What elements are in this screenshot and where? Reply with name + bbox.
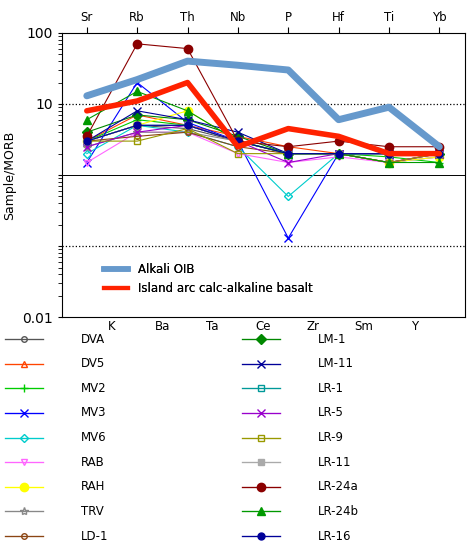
Text: DV5: DV5 — [81, 357, 105, 370]
Y-axis label: Sample/MORB: Sample/MORB — [3, 130, 16, 220]
Text: LR-5: LR-5 — [318, 406, 344, 420]
Text: RAB: RAB — [81, 456, 104, 469]
Text: LR-9: LR-9 — [318, 431, 344, 444]
Text: MV2: MV2 — [81, 382, 106, 395]
Text: MV3: MV3 — [81, 406, 106, 420]
Text: TRV: TRV — [81, 505, 103, 518]
Legend: Alkali OIB, Island arc calc-alkaline basalt: Alkali OIB, Island arc calc-alkaline bas… — [100, 259, 317, 300]
Text: LR-16: LR-16 — [318, 529, 351, 543]
Text: DVA: DVA — [81, 333, 105, 346]
Text: LR-24a: LR-24a — [318, 480, 358, 493]
Text: RAH: RAH — [81, 480, 105, 493]
Text: LM-1: LM-1 — [318, 333, 346, 346]
Text: MV6: MV6 — [81, 431, 106, 444]
Text: LD-1: LD-1 — [81, 529, 108, 543]
Text: LR-11: LR-11 — [318, 456, 351, 469]
Text: LM-11: LM-11 — [318, 357, 354, 370]
Text: LR-1: LR-1 — [318, 382, 344, 395]
Text: LR-24b: LR-24b — [318, 505, 358, 518]
